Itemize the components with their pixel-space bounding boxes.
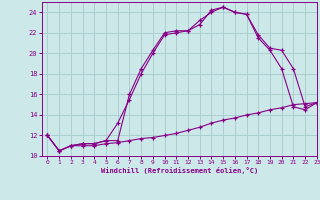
X-axis label: Windchill (Refroidissement éolien,°C): Windchill (Refroidissement éolien,°C) bbox=[100, 167, 258, 174]
